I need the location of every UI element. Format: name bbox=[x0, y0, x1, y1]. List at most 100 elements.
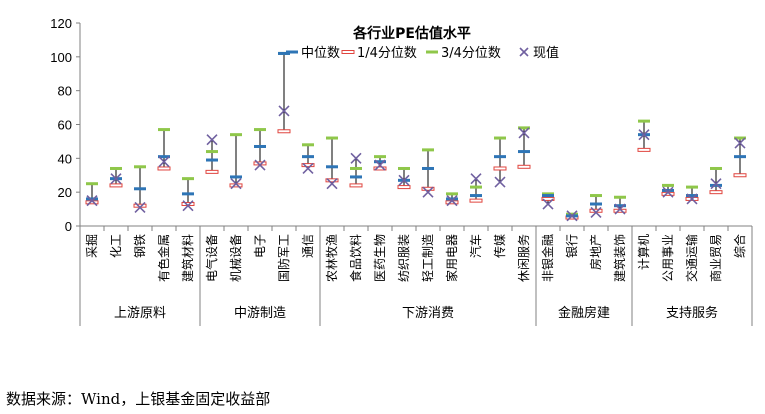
category-label: 休闲服务 bbox=[516, 234, 531, 282]
q3-mark bbox=[686, 185, 698, 189]
q3-mark bbox=[86, 182, 98, 186]
category-label: 机械设备 bbox=[228, 234, 243, 282]
median-mark bbox=[686, 194, 698, 198]
q3-mark bbox=[566, 212, 578, 216]
q3-mark bbox=[158, 128, 170, 132]
category-label: 国防军工 bbox=[276, 234, 291, 282]
group-label: 上游原料 bbox=[114, 306, 166, 321]
q1-mark bbox=[541, 196, 555, 201]
q3-mark bbox=[470, 185, 482, 189]
y-tick-label: 120 bbox=[50, 16, 72, 31]
category-label: 综合 bbox=[732, 234, 747, 258]
q1-mark bbox=[709, 190, 723, 195]
q3-mark bbox=[326, 136, 338, 140]
category-label: 非银金融 bbox=[540, 234, 555, 282]
median-mark bbox=[302, 155, 314, 159]
q3-mark bbox=[110, 166, 122, 170]
current-mark bbox=[182, 200, 194, 212]
category-label: 建筑装饰 bbox=[612, 234, 627, 282]
median-mark bbox=[518, 150, 530, 154]
q3-mark bbox=[230, 133, 242, 137]
current-mark bbox=[470, 173, 482, 185]
q3-mark bbox=[302, 143, 314, 147]
median-mark bbox=[734, 155, 746, 159]
legend-label: 3/4分位数 bbox=[441, 46, 501, 61]
group-label: 金融房建 bbox=[558, 305, 610, 321]
q1-mark bbox=[325, 178, 339, 183]
category-label: 传媒 bbox=[492, 234, 507, 258]
median-mark bbox=[254, 144, 266, 148]
legend-label: 中位数 bbox=[301, 46, 340, 61]
category-label: 公用事业 bbox=[661, 234, 675, 282]
median-mark bbox=[494, 155, 506, 159]
category-label: 房地产 bbox=[588, 234, 603, 270]
q1-mark bbox=[421, 186, 435, 191]
group-label: 支持服务 bbox=[666, 305, 718, 321]
current-mark bbox=[662, 186, 674, 198]
q1-mark bbox=[157, 166, 171, 171]
y-tick-label: 40 bbox=[58, 151, 72, 166]
category-label: 交通运输 bbox=[684, 234, 699, 282]
current-mark bbox=[350, 152, 362, 164]
q1-mark bbox=[637, 147, 651, 152]
y-tick-label: 0 bbox=[65, 219, 72, 234]
category-label: 建筑材料 bbox=[180, 234, 195, 282]
category-label: 化工 bbox=[109, 234, 123, 258]
legend-q3-symbol bbox=[426, 50, 438, 54]
chart-title: 各行业PE估值水平 bbox=[352, 25, 471, 42]
category-label: 有色金属 bbox=[156, 234, 171, 282]
y-tick-label: 100 bbox=[50, 50, 72, 65]
current-mark bbox=[686, 193, 698, 205]
y-tick-label: 60 bbox=[58, 118, 72, 133]
median-mark bbox=[590, 202, 602, 206]
current-mark bbox=[614, 203, 626, 215]
current-mark bbox=[134, 201, 146, 213]
current-mark bbox=[446, 195, 458, 207]
q3-mark bbox=[638, 119, 650, 123]
category-label: 计算机 bbox=[636, 234, 651, 270]
q3-mark bbox=[590, 194, 602, 198]
q3-mark bbox=[350, 166, 362, 170]
category-label: 电子 bbox=[253, 234, 267, 258]
q1-mark bbox=[733, 173, 747, 178]
current-mark bbox=[206, 134, 218, 146]
category-label: 通信 bbox=[301, 234, 315, 258]
q1-mark bbox=[517, 164, 531, 169]
category-label: 电气设备 bbox=[204, 234, 219, 282]
current-mark bbox=[398, 174, 410, 186]
legend-label: 1/4分位数 bbox=[357, 46, 417, 61]
current-mark bbox=[542, 198, 554, 210]
q3-mark bbox=[422, 148, 434, 152]
q3-mark bbox=[374, 155, 386, 159]
median-mark bbox=[710, 183, 722, 187]
y-tick-label: 80 bbox=[58, 84, 72, 99]
category-label: 汽车 bbox=[468, 234, 483, 258]
current-mark bbox=[302, 162, 314, 175]
median-mark bbox=[446, 197, 458, 201]
current-mark bbox=[422, 186, 434, 198]
q1-mark bbox=[109, 183, 123, 188]
current-mark bbox=[254, 159, 266, 171]
q3-mark bbox=[398, 166, 410, 170]
median-mark bbox=[182, 192, 194, 196]
group-label: 中游制造 bbox=[234, 306, 286, 321]
median-mark bbox=[614, 204, 626, 208]
median-mark bbox=[326, 165, 338, 169]
median-mark bbox=[374, 160, 386, 164]
current-mark bbox=[110, 173, 122, 185]
current-mark bbox=[278, 105, 290, 117]
current-mark bbox=[638, 129, 650, 141]
category-label: 轻工制造 bbox=[421, 234, 435, 282]
q1-mark bbox=[373, 166, 387, 171]
category-label: 家用电器 bbox=[444, 234, 459, 282]
median-mark bbox=[206, 158, 218, 162]
q3-mark bbox=[446, 192, 458, 196]
q3-mark bbox=[134, 165, 146, 169]
q3-mark bbox=[206, 150, 218, 154]
current-mark bbox=[518, 127, 530, 139]
median-mark bbox=[134, 187, 146, 191]
category-label: 农林牧渔 bbox=[325, 234, 339, 282]
median-mark bbox=[86, 197, 98, 201]
q3-mark bbox=[518, 126, 530, 130]
